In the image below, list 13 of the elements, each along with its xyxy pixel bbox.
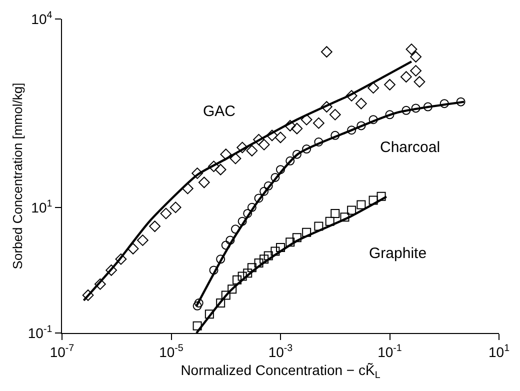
x-tick-label: 10$^{-3}$ [268,342,294,360]
y-axis-title: Sorbed Concentration [mmol/kg] [10,82,25,270]
x-tick-label: 10$^{-7}$ [50,342,74,360]
x-tick-label: 10$^{-5}$ [159,342,184,360]
y-tick-label: 10$^{-1}$ [28,324,52,341]
y-tick-label: 10$^{1}$ [31,198,52,216]
series-label: GAC [203,103,236,120]
y-tick-label: 10$^{4}$ [31,10,53,27]
x-tick-label: 10$^{-1}$ [378,342,402,360]
text: Graphite [369,245,427,262]
x-tick-label: 10$^{1}$ [488,342,510,360]
series-label: Charcoal [380,139,440,156]
x-axis-title: Normalized Concentration − cK̃$_{L}$ [180,362,381,382]
